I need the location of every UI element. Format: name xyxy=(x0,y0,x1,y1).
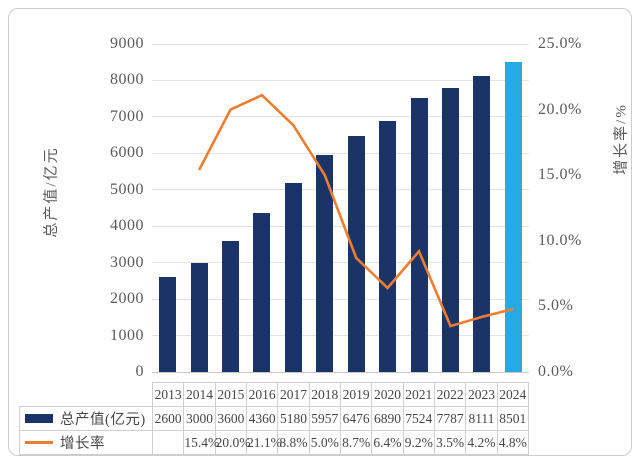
bar-2019 xyxy=(347,136,365,372)
year-cell: 2024 xyxy=(496,382,530,407)
growth-cell: 3.5% xyxy=(433,430,467,455)
right-axis-tick-label: 10.0% xyxy=(538,231,582,249)
growth-cell: 21.1% xyxy=(245,430,282,455)
left-axis-tick-label: 3000 xyxy=(110,253,144,271)
growth-cell: 4.8% xyxy=(496,430,530,455)
chart-frame: 0 1000 2000 3000 4000 5000 6000 7000 8000 9000 0.… xyxy=(8,8,632,456)
bar-2022 xyxy=(441,88,459,372)
bar-2013 xyxy=(159,277,177,372)
table-corner-cell xyxy=(19,382,153,407)
bar-2024 xyxy=(504,62,522,372)
bar-2017 xyxy=(284,183,302,372)
year-cell: 2015 xyxy=(214,382,247,407)
growth-cell: 5.0% xyxy=(308,430,341,455)
growth-cell: 4.2% xyxy=(465,430,498,455)
year-cell: 2022 xyxy=(433,382,467,407)
legend-cell-growth: 增长率 xyxy=(19,430,153,455)
data-table: 2013 2014 2015 2016 2017 2018 2019 2020 2021 2022… xyxy=(19,382,530,455)
left-axis-title: 总产值/亿元 xyxy=(43,146,60,238)
value-cell: 6476 xyxy=(339,406,373,431)
growth-cell: 20.0% xyxy=(214,430,251,455)
left-axis-tick-label: 5000 xyxy=(110,180,144,198)
legend-cell-output: 总产值(亿元) xyxy=(19,406,153,431)
growth-cell: 8.7% xyxy=(339,430,373,455)
bar-2014 xyxy=(190,262,208,372)
value-cell: 8111 xyxy=(465,406,498,431)
year-cell: 2014 xyxy=(183,382,216,407)
year-cell: 2023 xyxy=(465,382,498,407)
value-cell: 3000 xyxy=(183,406,216,431)
left-axis-tick-label: 8000 xyxy=(110,71,144,89)
left-axis-tick-label: 2000 xyxy=(110,290,144,308)
left-axis-tick-label: 0 xyxy=(135,363,144,380)
value-cell: 6890 xyxy=(371,406,404,431)
bar-2016 xyxy=(253,213,271,372)
bar-2021 xyxy=(410,97,428,372)
value-cell: 4360 xyxy=(245,406,279,431)
growth-cell: 15.4% xyxy=(183,430,219,455)
value-cell: 5180 xyxy=(277,406,310,431)
year-cell: 2019 xyxy=(339,382,373,407)
bar-2018 xyxy=(316,154,334,372)
growth-cell xyxy=(151,430,185,455)
bar-2015 xyxy=(222,240,240,372)
value-cell: 8501 xyxy=(496,406,530,431)
left-axis-tick-label: 7000 xyxy=(110,107,144,125)
right-axis-tick-label: 0.0% xyxy=(538,363,574,380)
year-cell: 2016 xyxy=(245,382,279,407)
value-cell: 3600 xyxy=(214,406,247,431)
right-axis-tick-label: 15.0% xyxy=(538,166,582,184)
year-cell: 2018 xyxy=(308,382,341,407)
right-axis-tick-label: 20.0% xyxy=(538,100,582,118)
year-cell: 2020 xyxy=(371,382,404,407)
growth-cell: 9.2% xyxy=(402,430,435,455)
left-axis-tick-label: 6000 xyxy=(110,144,144,162)
right-axis-tick-label: 25.0% xyxy=(538,35,582,52)
growth-cell: 8.8% xyxy=(277,430,310,455)
left-axis-tick-label: 9000 xyxy=(110,35,144,52)
gridline xyxy=(152,43,529,45)
left-axis-tick-label: 4000 xyxy=(110,217,144,235)
legend-bar-label: 总产值(亿元) xyxy=(60,412,146,428)
value-cell: 7787 xyxy=(433,406,467,431)
gridline xyxy=(152,79,529,81)
growth-cell: 6.4% xyxy=(371,430,404,455)
value-cell: 5957 xyxy=(308,406,341,431)
legend-line-label: 增长率 xyxy=(60,436,105,452)
year-cell: 2021 xyxy=(402,382,435,407)
bar-2020 xyxy=(379,120,397,372)
plot-area xyxy=(152,43,529,373)
bar-2023 xyxy=(473,76,491,372)
value-cell: 2600 xyxy=(151,406,185,431)
left-axis-tick-label: 1000 xyxy=(110,326,144,344)
legend-bar-swatch xyxy=(25,414,53,423)
value-cell: 7524 xyxy=(402,406,435,431)
right-axis-title: 增长率/% xyxy=(613,103,630,175)
gridline xyxy=(152,335,529,337)
year-cell: 2017 xyxy=(277,382,310,407)
legend-line-swatch xyxy=(25,441,53,444)
year-cell: 2013 xyxy=(151,382,185,407)
right-axis-tick-label: 5.0% xyxy=(538,297,574,315)
